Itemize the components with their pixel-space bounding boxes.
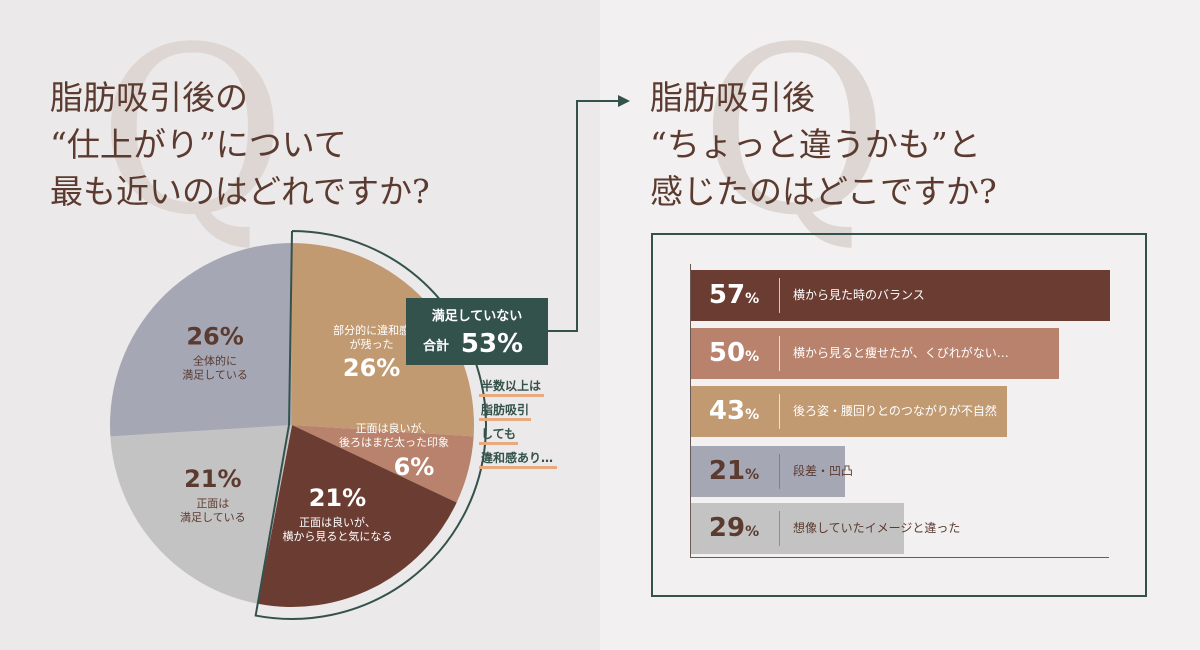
bar: 29% 想像していたイメージと違った bbox=[691, 503, 960, 554]
bar-category-label: 想像していたイメージと違った bbox=[793, 521, 961, 535]
bar-value-label: 29% bbox=[691, 503, 777, 554]
pie-slice bbox=[292, 425, 474, 503]
pie-label-line: 正面は良いが、 bbox=[356, 421, 433, 435]
note-line: 違和感あり… bbox=[481, 450, 553, 465]
bar: 50% 横から見ると痩せたが、くびれがない… bbox=[691, 328, 1059, 379]
pie-label-line: が残った bbox=[350, 337, 394, 351]
note-line: 半数以上は bbox=[481, 378, 541, 393]
bar-category-label: 段差・凹凸 bbox=[793, 464, 854, 478]
pie-slice bbox=[110, 243, 293, 437]
bar-divider bbox=[779, 336, 780, 371]
arrow-head-icon bbox=[618, 95, 630, 107]
bar-value-number: 57 bbox=[708, 280, 746, 310]
pie-value-label: 21% bbox=[184, 465, 241, 493]
bar-divider bbox=[779, 394, 780, 429]
bar-category-label: 横から見ると痩せたが、くびれがない… bbox=[793, 346, 1009, 360]
pie-label-line: 正面は良いが、 bbox=[299, 515, 376, 529]
callout-prefix: 合計 bbox=[423, 338, 449, 354]
bar-value-label: 43% bbox=[691, 386, 777, 437]
callout-box bbox=[406, 298, 548, 365]
bar-value-label: 50% bbox=[691, 328, 777, 379]
right-title-line: “ちょっと違うかも”と bbox=[650, 125, 981, 164]
pie-label-line: 後ろはまだ太った印象 bbox=[339, 435, 449, 449]
pie-value-label: 26% bbox=[343, 354, 400, 382]
bar-value-label: 21% bbox=[691, 446, 777, 497]
bar-value-number: 29 bbox=[708, 513, 746, 543]
note-underline bbox=[479, 418, 531, 421]
q-watermark-left: Q bbox=[98, 0, 287, 266]
pie-value-label: 6% bbox=[394, 453, 435, 481]
bar-divider bbox=[779, 278, 780, 313]
pie-slice bbox=[292, 243, 474, 437]
right-title-line: 感じたのはどこですか? bbox=[650, 172, 997, 211]
left-title-line: 脂肪吸引後の bbox=[50, 78, 248, 117]
bar: 57% 横から見た時のバランス bbox=[691, 270, 1110, 321]
pie-slice bbox=[110, 425, 293, 604]
pie-value-label: 26% bbox=[186, 323, 243, 351]
bar-divider bbox=[779, 511, 780, 546]
bar-chart-frame bbox=[651, 233, 1147, 597]
callout-line1: 満足していない bbox=[432, 308, 523, 324]
bar-value-label: 57% bbox=[691, 270, 777, 321]
pie-slice bbox=[257, 425, 457, 607]
callout-value: 53% bbox=[461, 329, 523, 359]
pie-label-line: 正面は bbox=[196, 497, 229, 510]
bar: 43% 後ろ姿・腰回りとのつながりが不自然 bbox=[691, 386, 1007, 437]
pie-label-line: 満足している bbox=[182, 369, 248, 382]
note-line: しても bbox=[481, 427, 516, 441]
note-line: 脂肪吸引 bbox=[480, 402, 529, 417]
bar-value-unit: % bbox=[745, 407, 760, 423]
bar-axis-baseline bbox=[690, 557, 1109, 558]
bar-value-number: 21 bbox=[708, 456, 746, 486]
pie-slice-label: 正面は良いが、後ろはまだ太った印象 6% bbox=[339, 421, 449, 481]
bar: 21% 段差・凹凸 bbox=[691, 446, 853, 497]
bar-value-number: 50 bbox=[708, 338, 746, 368]
bar-value-unit: % bbox=[745, 467, 760, 483]
q-watermark-right: Q bbox=[700, 0, 889, 266]
bar-divider bbox=[779, 454, 780, 489]
connector-line bbox=[548, 100, 620, 332]
pie-value-label: 21% bbox=[309, 484, 366, 512]
right-question-title: 脂肪吸引後 “ちょっと違うかも”と 感じたのはどこですか? bbox=[650, 74, 997, 215]
dissatisfied-outline bbox=[254, 230, 487, 620]
pie-slice-label: 21% 正面は良いが、横から見ると気になる bbox=[282, 484, 392, 543]
bar-value-unit: % bbox=[745, 291, 760, 307]
pie-label-line: 全体的に bbox=[193, 354, 237, 368]
bar-value-number: 43 bbox=[708, 396, 746, 426]
note-underline bbox=[479, 466, 557, 469]
bar-value-unit: % bbox=[745, 349, 760, 365]
note-text: 半数以上は脂肪吸引しても違和感あり… bbox=[479, 378, 557, 469]
pie-label-line: 横から見ると気になる bbox=[282, 529, 392, 543]
left-title-line: “仕上がり”について bbox=[50, 125, 347, 164]
bar-category-label: 横から見た時のバランス bbox=[793, 288, 925, 302]
bar-axis-line bbox=[690, 264, 691, 558]
note-underline bbox=[479, 442, 518, 445]
bar-value-unit: % bbox=[745, 524, 760, 540]
bar-category-label: 後ろ姿・腰回りとのつながりが不自然 bbox=[793, 404, 997, 418]
left-title-line: 最も近いのはどれですか? bbox=[50, 172, 430, 211]
pie-label-line: 部分的に違和感 bbox=[333, 323, 410, 337]
right-title-line: 脂肪吸引後 bbox=[650, 78, 815, 117]
left-question-title: 脂肪吸引後の “仕上がり”について 最も近いのはどれですか? bbox=[50, 74, 430, 215]
note-underline bbox=[479, 394, 544, 397]
pie-label-line: 満足している bbox=[180, 511, 246, 524]
